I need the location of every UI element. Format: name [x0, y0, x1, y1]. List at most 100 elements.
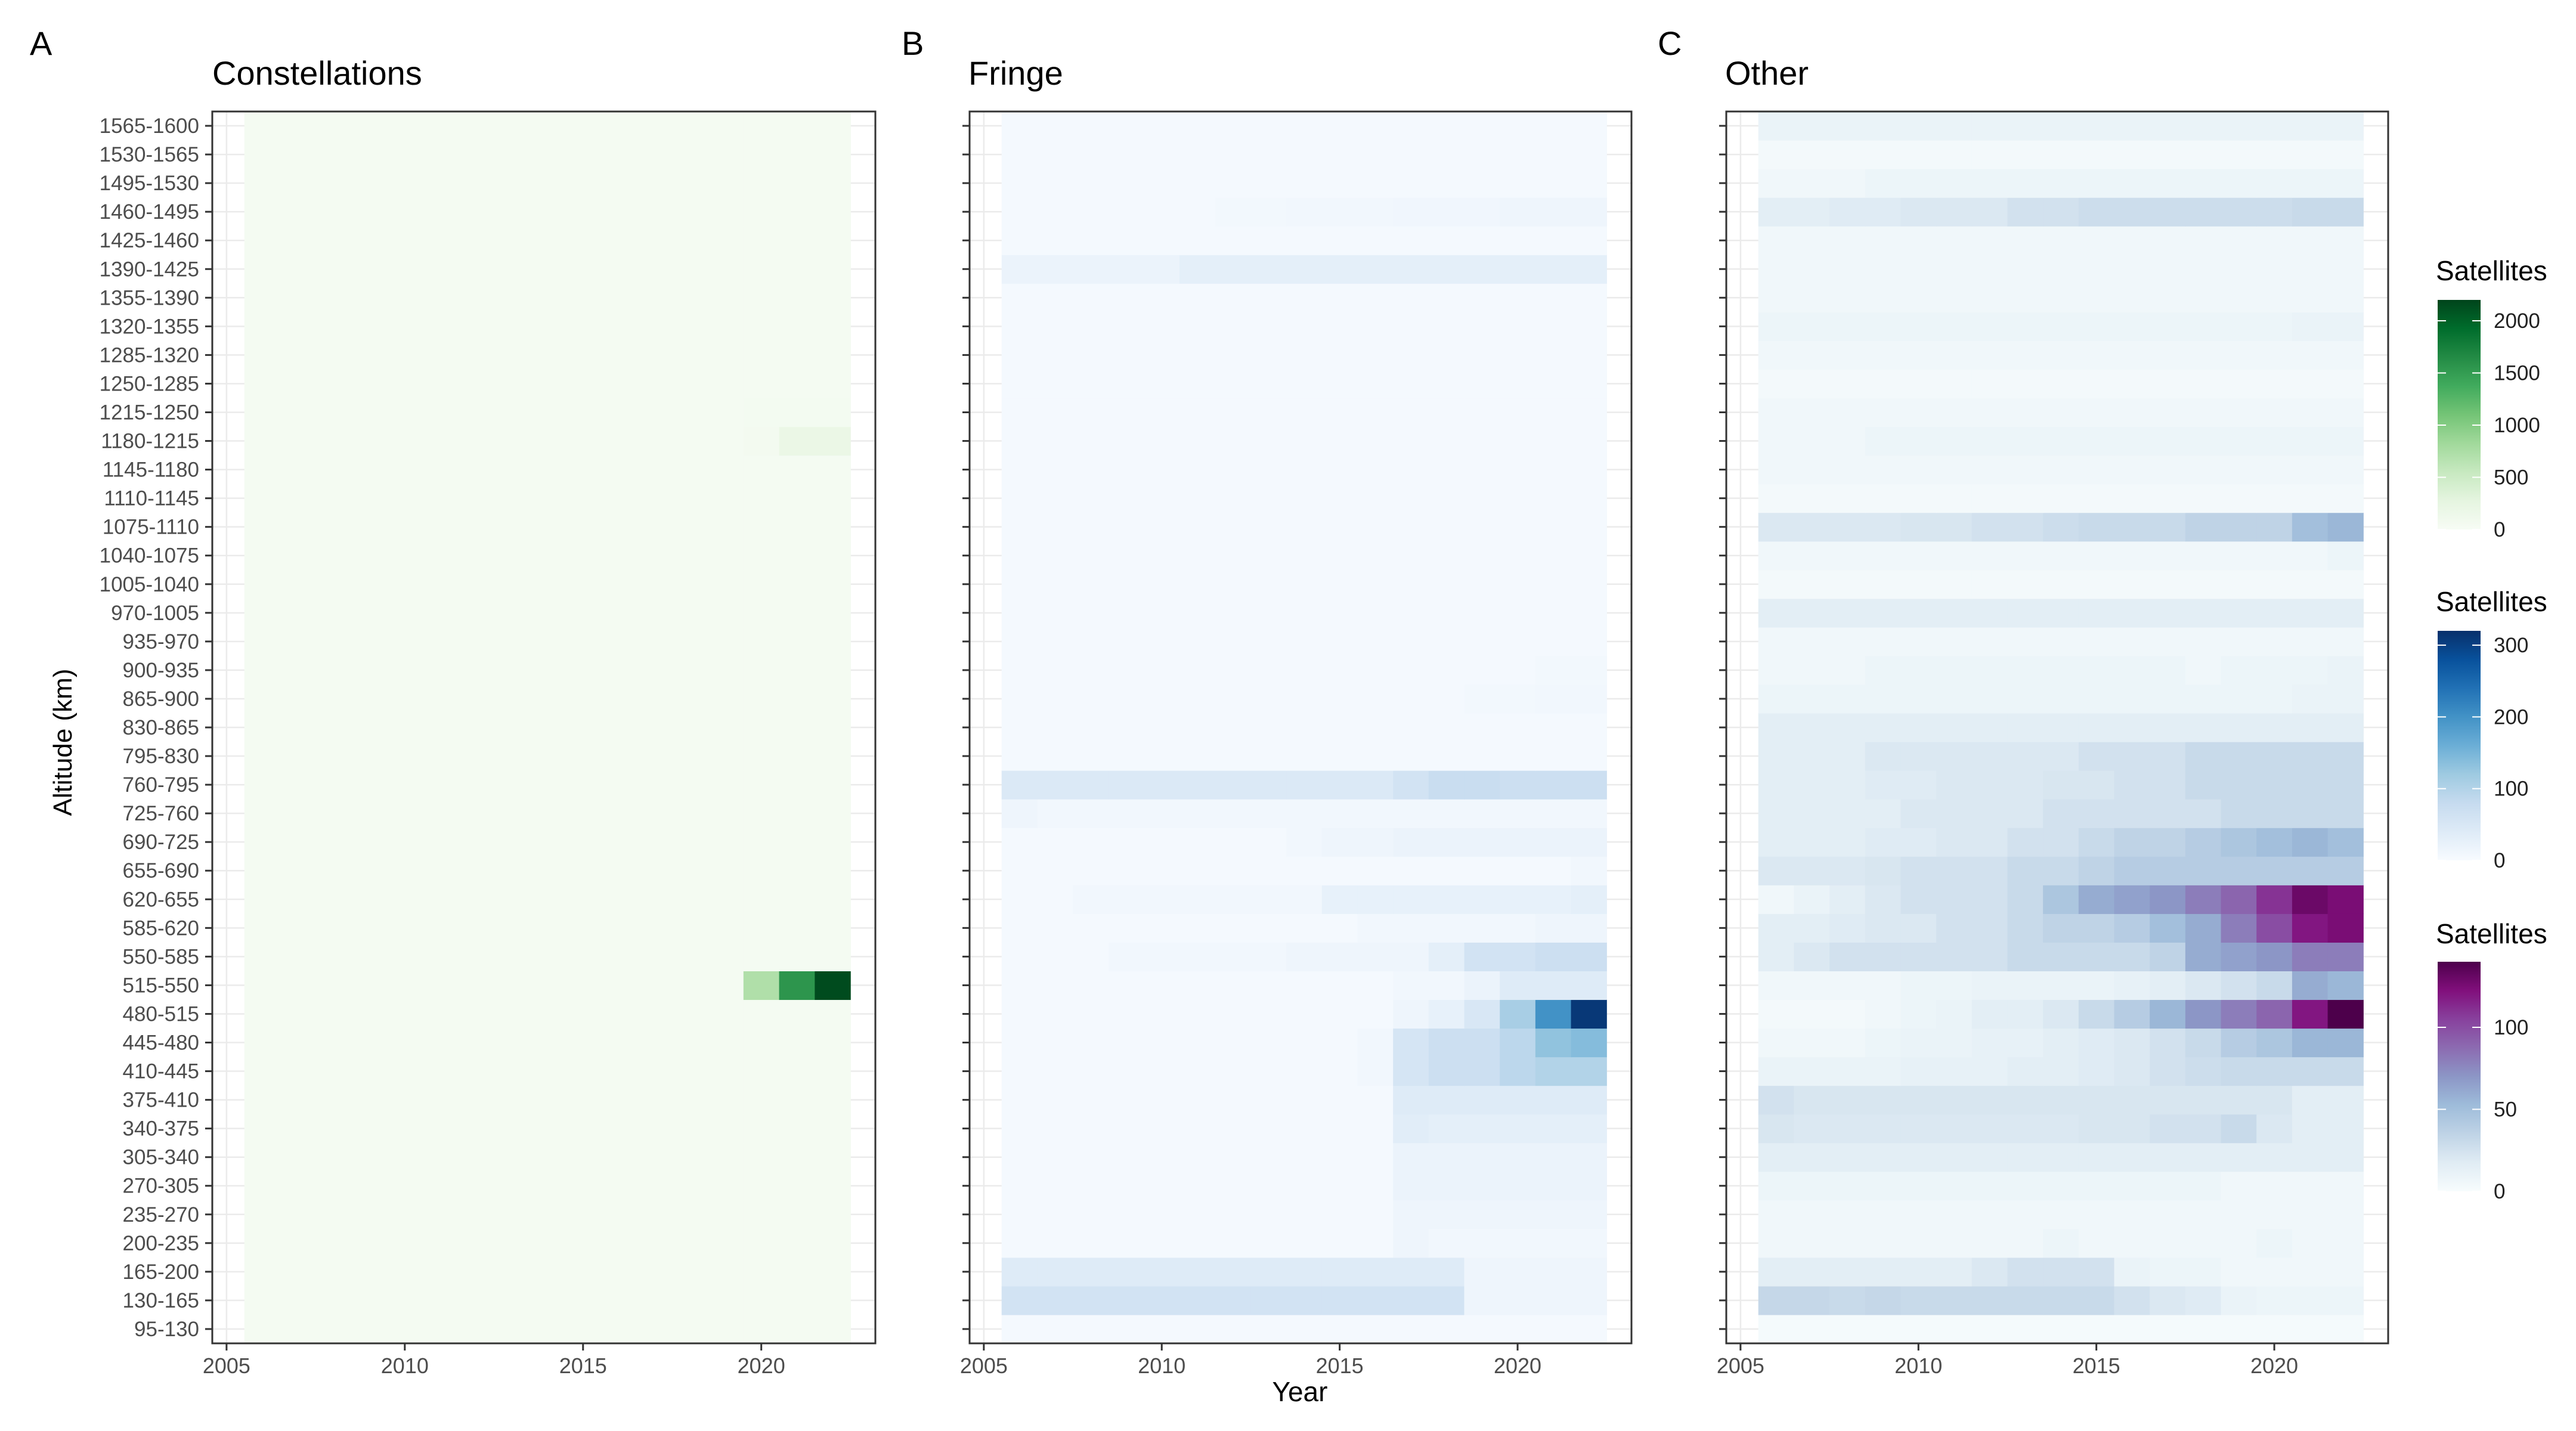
heatmap-cell: [1971, 1314, 2008, 1344]
heatmap-cell: [1393, 713, 1429, 742]
heatmap-cell: [2292, 512, 2329, 542]
heatmap-cell: [458, 426, 494, 456]
heatmap-cell: [708, 541, 744, 571]
heatmap-cell: [2327, 885, 2364, 914]
heatmap-cell: [1535, 655, 1572, 685]
x-tick-label: 2015: [559, 1353, 607, 1378]
heatmap-cell: [600, 255, 637, 284]
heatmap-cell: [636, 340, 673, 370]
heatmap-cell: [280, 1286, 316, 1315]
heatmap-cell: [1037, 684, 1073, 714]
heatmap-cell: [1829, 484, 1866, 513]
heatmap-cell: [280, 942, 316, 971]
heatmap-cell: [494, 942, 530, 971]
heatmap-cell: [494, 1085, 530, 1115]
heatmap-cell: [2292, 455, 2329, 485]
heatmap-cell: [1428, 655, 1465, 685]
heatmap-cell: [565, 255, 602, 284]
heatmap-cell: [708, 828, 744, 857]
heatmap-cell: [315, 1314, 352, 1344]
heatmap-cell: [458, 1142, 494, 1172]
heatmap-cell: [672, 426, 708, 456]
heatmap-cell: [1357, 1171, 1394, 1201]
heatmap-cell: [2078, 426, 2115, 456]
heatmap-cell: [1794, 541, 1830, 571]
y-tick-label: 970-1005: [111, 602, 199, 625]
heatmap-cell: [1250, 1286, 1287, 1315]
heatmap-cell: [1108, 1085, 1145, 1115]
heatmap-cell: [2078, 541, 2115, 571]
heatmap-cell: [1758, 369, 1794, 399]
heatmap-cell: [672, 1085, 708, 1115]
heatmap-cell: [1464, 1028, 1500, 1058]
heatmap-cell: [600, 799, 637, 828]
heatmap-cell: [2256, 655, 2293, 685]
heatmap-cell: [244, 512, 281, 542]
heatmap-cell: [1321, 913, 1358, 943]
heatmap-cell: [280, 226, 316, 255]
heatmap-cell: [2256, 398, 2293, 428]
heatmap-cell: [1971, 1257, 2008, 1287]
heatmap-cell: [1758, 627, 1794, 656]
heatmap-cell: [1571, 713, 1607, 742]
heatmap-cell: [2043, 398, 2079, 428]
heatmap-cell: [494, 312, 530, 341]
heatmap-cell: [2043, 655, 2079, 685]
heatmap-cell: [1250, 369, 1287, 399]
heatmap-cell: [1108, 484, 1145, 513]
heatmap-cell: [422, 569, 459, 599]
y-tick-label: 1215-1250: [100, 401, 199, 424]
heatmap-cell: [1286, 255, 1323, 284]
heatmap-cell: [2078, 169, 2115, 198]
heatmap-cell: [2114, 713, 2150, 742]
heatmap-cell: [2185, 713, 2222, 742]
heatmap-cell: [1144, 484, 1180, 513]
heatmap-cell: [636, 799, 673, 828]
heatmap-cell: [244, 140, 281, 169]
heatmap-cell: [672, 312, 708, 341]
heatmap-cell: [2256, 1057, 2293, 1086]
heatmap-cell: [244, 1142, 281, 1172]
heatmap-cell: [1535, 1257, 1572, 1287]
heatmap-cell: [1108, 1200, 1145, 1229]
heatmap-cell: [1250, 512, 1287, 542]
heatmap-cell: [386, 598, 423, 628]
heatmap-cell: [2327, 1200, 2364, 1229]
heatmap-cell: [1758, 340, 1794, 370]
y-tick-label: 410-445: [123, 1060, 199, 1083]
heatmap-cell: [1286, 598, 1323, 628]
heatmap-cell: [1829, 1142, 1866, 1172]
heatmap-cell: [2150, 1200, 2186, 1229]
heatmap-cell: [1428, 684, 1465, 714]
heatmap-cell: [1464, 942, 1500, 971]
heatmap-cell: [672, 226, 708, 255]
heatmap-cell: [280, 742, 316, 771]
heatmap-cell: [2256, 1085, 2293, 1115]
heatmap-cell: [2221, 655, 2257, 685]
y-tick-label: 130-165: [123, 1289, 199, 1312]
heatmap-cell: [565, 598, 602, 628]
heatmap-cell: [2114, 1028, 2150, 1058]
heatmap-cell: [1321, 770, 1358, 800]
heatmap-cell: [458, 713, 494, 742]
heatmap-cell: [1464, 169, 1500, 198]
heatmap-cell: [1464, 655, 1500, 685]
heatmap-cell: [1829, 1228, 1866, 1258]
heatmap-cell: [1936, 569, 1973, 599]
heatmap-cell: [530, 1314, 566, 1344]
heatmap-cell: [1179, 283, 1216, 312]
heatmap-cell: [530, 1228, 566, 1258]
heatmap-cell: [1215, 312, 1252, 341]
heatmap-cell: [1428, 1200, 1465, 1229]
heatmap-cell: [779, 1171, 815, 1201]
heatmap-cell: [1144, 169, 1180, 198]
heatmap-cell: [1900, 1257, 1937, 1287]
heatmap-cell: [351, 283, 388, 312]
heatmap-cell: [743, 512, 780, 542]
heatmap-cell: [600, 885, 637, 914]
heatmap-cell: [1321, 971, 1358, 1001]
heatmap-cell: [815, 1200, 851, 1229]
heatmap-cell: [422, 713, 459, 742]
legend-tick-label: 500: [2494, 466, 2528, 490]
heatmap-cell: [1865, 512, 1902, 542]
